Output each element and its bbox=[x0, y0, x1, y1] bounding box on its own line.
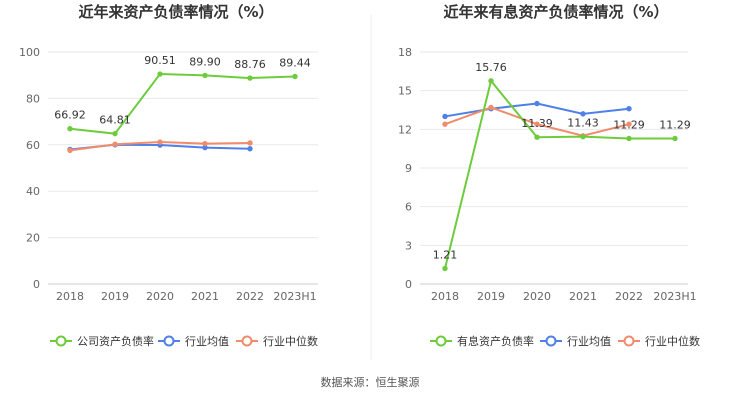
data-label: 89.90 bbox=[189, 55, 221, 68]
data-point bbox=[580, 111, 586, 117]
y-tick-label: 100 bbox=[19, 46, 40, 59]
data-point bbox=[67, 147, 73, 154]
data-label: 11.39 bbox=[521, 117, 553, 130]
y-tick-label: 0 bbox=[405, 278, 412, 291]
legend-marker bbox=[163, 335, 175, 347]
data-point bbox=[442, 113, 448, 120]
x-tick-label: 2021 bbox=[191, 290, 219, 303]
data-label: 88.76 bbox=[234, 58, 266, 71]
data-point bbox=[112, 141, 118, 148]
data-point bbox=[534, 134, 540, 140]
legend-marker bbox=[545, 335, 557, 347]
data-point bbox=[534, 121, 540, 127]
y-tick-label: 15 bbox=[398, 85, 412, 98]
chart-title: 近年来有息资产负债率情况（%） bbox=[443, 3, 668, 21]
data-point bbox=[67, 126, 73, 132]
series-line bbox=[69, 73, 296, 135]
legend-item-0: 有息资产负债率 bbox=[430, 334, 534, 348]
y-tick-label: 40 bbox=[26, 185, 40, 198]
data-point bbox=[672, 135, 678, 142]
data-point bbox=[488, 78, 494, 84]
x-tick-label: 2018 bbox=[431, 290, 459, 303]
series-1 bbox=[442, 100, 632, 120]
legend-label: 行业中位数 bbox=[263, 334, 318, 348]
data-point bbox=[580, 133, 586, 140]
x-tick-label: 2021 bbox=[569, 290, 597, 303]
series-0: 1.21 15.76 11.39 11.43 11.29 11.29 bbox=[433, 61, 691, 272]
data-label: 89.44 bbox=[279, 56, 311, 69]
data-label: 11.29 bbox=[613, 118, 645, 131]
data-source-note: 数据来源：恒生聚源 bbox=[321, 375, 420, 389]
y-tick-label: 0 bbox=[33, 278, 40, 291]
legend-label: 有息资产负债率 bbox=[457, 334, 534, 348]
data-label: 64.81 bbox=[99, 114, 131, 127]
chart-title: 近年来资产负债率情况（%） bbox=[78, 3, 273, 21]
legend-label: 行业均值 bbox=[185, 335, 229, 348]
x-tick-label: 2023H1 bbox=[653, 290, 696, 303]
data-point bbox=[157, 139, 163, 145]
data-point bbox=[202, 72, 208, 79]
legend-marker bbox=[241, 335, 253, 347]
data-label: 11.29 bbox=[659, 118, 691, 131]
data-point bbox=[534, 100, 540, 107]
data-point bbox=[202, 140, 208, 147]
x-tick-label: 2019 bbox=[477, 290, 505, 303]
legend-marker bbox=[435, 335, 447, 347]
data-label: 66.92 bbox=[54, 109, 86, 122]
data-point bbox=[626, 106, 632, 112]
data-point bbox=[292, 73, 298, 80]
series-2 bbox=[67, 139, 253, 154]
data-point bbox=[626, 135, 632, 142]
data-point bbox=[626, 121, 632, 127]
x-tick-label: 2019 bbox=[101, 290, 129, 303]
legend-item-1: 行业均值 bbox=[540, 335, 611, 348]
data-point bbox=[112, 130, 118, 137]
legend-label: 公司资产负债率 bbox=[77, 334, 154, 348]
data-label: 1.21 bbox=[433, 248, 458, 261]
data-label: 11.43 bbox=[567, 117, 599, 130]
x-tick-label: 2022 bbox=[236, 290, 264, 303]
data-point bbox=[488, 104, 494, 111]
y-tick-label: 60 bbox=[26, 139, 40, 152]
y-tick-label: 18 bbox=[398, 46, 412, 59]
legend-item-2: 行业中位数 bbox=[618, 334, 700, 348]
chart-interest-debt-ratio: 近年来有息资产负债率情况（%） 0 3 6 9 12 15 18 2018 2019 2020 202… bbox=[398, 3, 700, 348]
x-tick-label: 2020 bbox=[523, 290, 551, 303]
data-point bbox=[442, 121, 448, 127]
legend-item-2: 行业中位数 bbox=[236, 334, 318, 348]
y-tick-label: 12 bbox=[398, 123, 412, 136]
y-tick-label: 9 bbox=[405, 162, 412, 175]
data-point bbox=[442, 265, 448, 272]
x-tick-label: 2023H1 bbox=[273, 290, 316, 303]
legend-label: 行业均值 bbox=[567, 335, 611, 348]
x-tick-label: 2022 bbox=[615, 290, 643, 303]
y-tick-label: 6 bbox=[405, 201, 412, 214]
chart-debt-ratio: 近年来资产负债率情况（%） 0 20 40 60 80 100 2018 2019 2020 202… bbox=[19, 3, 318, 348]
data-point bbox=[247, 140, 253, 146]
legend-item-0: 公司资产负债率 bbox=[50, 334, 154, 348]
x-tick-label: 2020 bbox=[146, 290, 174, 303]
data-point bbox=[157, 71, 163, 77]
y-tick-label: 20 bbox=[26, 232, 40, 245]
legend-label: 行业中位数 bbox=[645, 334, 700, 348]
data-point bbox=[247, 146, 253, 152]
data-label: 90.51 bbox=[144, 54, 176, 67]
y-tick-label: 3 bbox=[405, 239, 412, 252]
legend-marker bbox=[55, 335, 67, 347]
series-0: 66.92 64.81 90.51 89.90 88.76 89.44 bbox=[54, 54, 311, 137]
series-line bbox=[444, 78, 675, 269]
y-tick-label: 80 bbox=[26, 92, 40, 105]
x-tick-label: 2018 bbox=[56, 290, 84, 303]
data-point bbox=[247, 75, 253, 81]
legend-marker bbox=[623, 335, 635, 347]
data-label: 15.76 bbox=[475, 61, 507, 74]
legend-item-1: 行业均值 bbox=[158, 335, 229, 348]
